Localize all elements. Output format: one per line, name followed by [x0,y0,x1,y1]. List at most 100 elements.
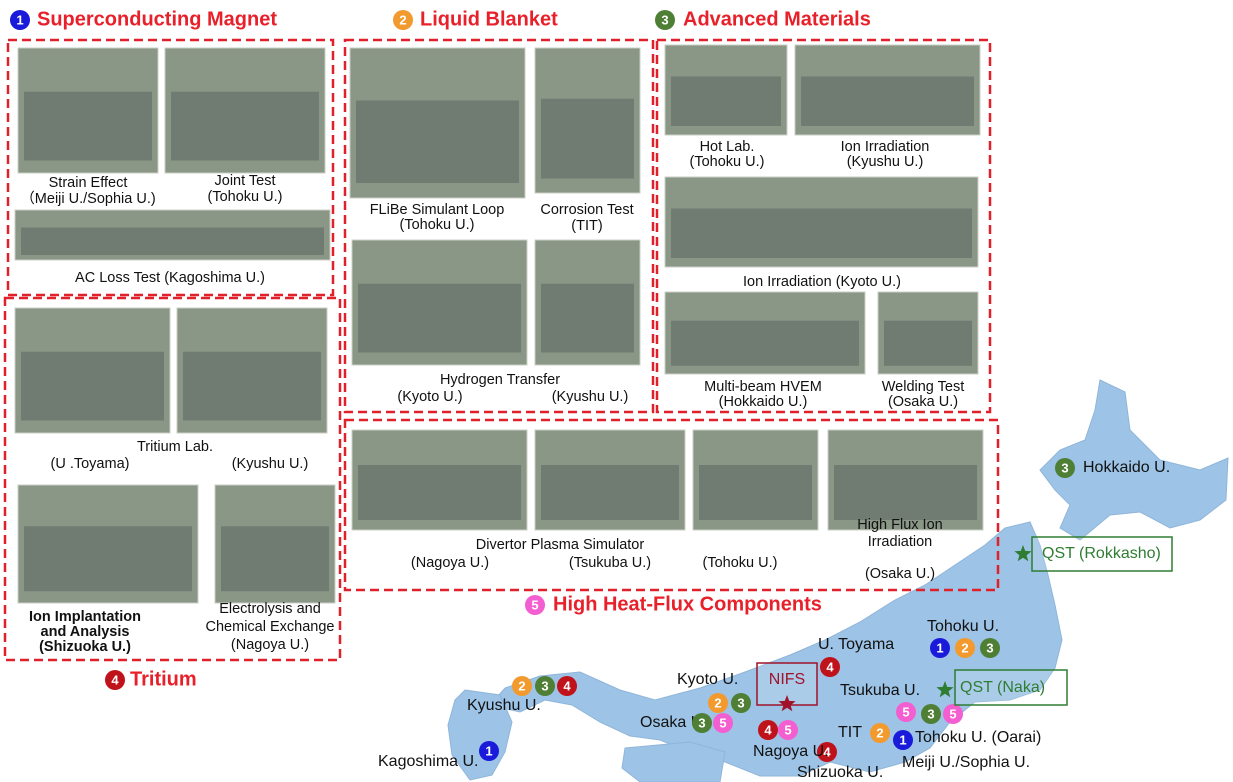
photo-caption: (Tohoku U.) [703,555,778,571]
site-label: Shizuoka U. [797,764,883,781]
photo-shade [884,321,972,366]
photo-caption: AC Loss Test (Kagoshima U.) [75,270,265,286]
section-title: Liquid Blanket [420,8,558,30]
site-label: Tsukuba U. [840,682,920,699]
badge-number: 3 [1061,460,1068,475]
photo-shade [671,209,972,259]
photo-caption: (Tohoku U.) [208,189,283,205]
photo-caption: (Kyushu U.) [552,389,629,405]
photo-caption: Joint Test [215,173,276,189]
photo-shade [183,352,321,421]
badge-number: 3 [541,678,548,693]
photo-caption: （Meiji U./Sophia U.) [20,190,155,207]
photo-caption: High Flux Ion [857,517,942,533]
photo-shade [671,77,781,127]
badge-number: 5 [949,706,956,721]
badge-number: 5 [719,715,726,730]
photo-shade [671,321,859,366]
photo-caption: and Analysis [41,624,130,640]
photo-shade [24,526,192,591]
photo-caption: (U .Toyama) [51,456,130,472]
badge-number: 1 [936,640,943,655]
photo-caption: (TIT) [571,218,602,234]
photo-caption: Ion Irradiation [841,139,930,155]
photo-caption: Divertor Plasma Simulator [476,537,645,553]
photo-caption: (Nagoya U.) [411,555,489,571]
infographic: 1 Superconducting Magnet Strain Effect（Mei… [0,0,1233,782]
photo-caption: FLiBe Simulant Loop [370,202,505,218]
photo-caption: Welding Test [882,379,964,395]
site-label: Kyushu U. [467,697,541,714]
facility-label: NIFS [769,671,805,688]
photo-caption: (Tsukuba U.) [569,555,651,571]
photo-shade [358,284,521,353]
badge-number: 3 [927,706,934,721]
photo-caption: Corrosion Test [540,202,633,218]
photo-caption: Chemical Exchange [206,619,335,635]
photo-shade [541,99,634,179]
badge-number: 5 [531,597,538,612]
photo-caption: (Osaka U.) [888,394,958,410]
facility-label: QST (Rokkasho) [1042,545,1161,562]
badge-number: 3 [661,12,668,27]
photo-caption: (Kyushu U.) [847,154,924,170]
section-title: High Heat-Flux Components [553,593,822,615]
badge-number: 2 [876,725,883,740]
photo-shade [221,526,329,591]
badge-number: 2 [714,695,721,710]
photo-caption: (Hokkaido U.) [719,394,808,410]
badge-number: 3 [698,715,705,730]
photo-caption: (Kyoto U.) [397,389,462,405]
site-label: Meiji U./Sophia U. [902,754,1030,771]
photo-shade [541,284,634,353]
site-label: Hokkaido U. [1083,459,1170,476]
site-label: Kagoshima U. [378,753,479,770]
badge-number: 5 [902,704,909,719]
photo-caption: Ion Implantation [29,609,141,625]
photo-caption: (Nagoya U.) [231,637,309,653]
photo-caption: Electrolysis and [219,601,321,617]
badge-number: 4 [111,672,119,687]
photo-shade [21,352,164,421]
photo-caption: Ion Irradiation (Kyoto U.) [743,274,901,290]
badge-number: 4 [764,722,772,737]
photo-caption: (Tohoku U.) [690,154,765,170]
photo-shade [699,465,812,520]
badge-number: 4 [563,678,571,693]
photo-caption: Hot Lab. [700,139,755,155]
badge-number: 4 [826,659,834,674]
photo-shade [541,465,679,520]
site-label: Tohoku U. (Oarai) [915,729,1041,746]
badge-number: 2 [399,12,406,27]
site-label: Kyoto U. [677,671,738,688]
site-label: Tohoku U. [927,618,999,635]
photo-caption: (Kyushu U.) [232,456,309,472]
badge-number: 1 [16,12,23,27]
section-title: Advanced Materials [683,8,871,30]
photo-caption: Irradiation [868,534,932,550]
photo-shade [801,77,974,127]
badge-number: 3 [737,695,744,710]
badge-number: 2 [518,678,525,693]
facility-label: QST (Naka) [960,679,1045,696]
photo-caption: Hydrogen Transfer [440,372,560,388]
photo-shade [21,228,324,256]
site-label: U. Toyama [818,636,894,653]
badge-number: 3 [986,640,993,655]
photo-caption: Strain Effect [49,175,128,191]
section-title: Tritium [130,668,197,690]
photo-shade [24,92,152,161]
photo-caption: Multi-beam HVEM [704,379,822,395]
photo-shade [834,465,977,520]
photo-caption: (Tohoku U.) [400,217,475,233]
site-label: TIT [838,724,862,741]
section-title: Superconducting Magnet [37,8,277,30]
shikoku [622,742,725,782]
badge-number: 2 [961,640,968,655]
photo-shade [358,465,521,520]
photo-shade [171,92,319,161]
badge-number: 1 [899,732,906,747]
photo-caption: (Shizuoka U.) [39,639,131,655]
photo-caption: Tritium Lab. [137,439,213,455]
badge-number: 1 [485,743,492,758]
